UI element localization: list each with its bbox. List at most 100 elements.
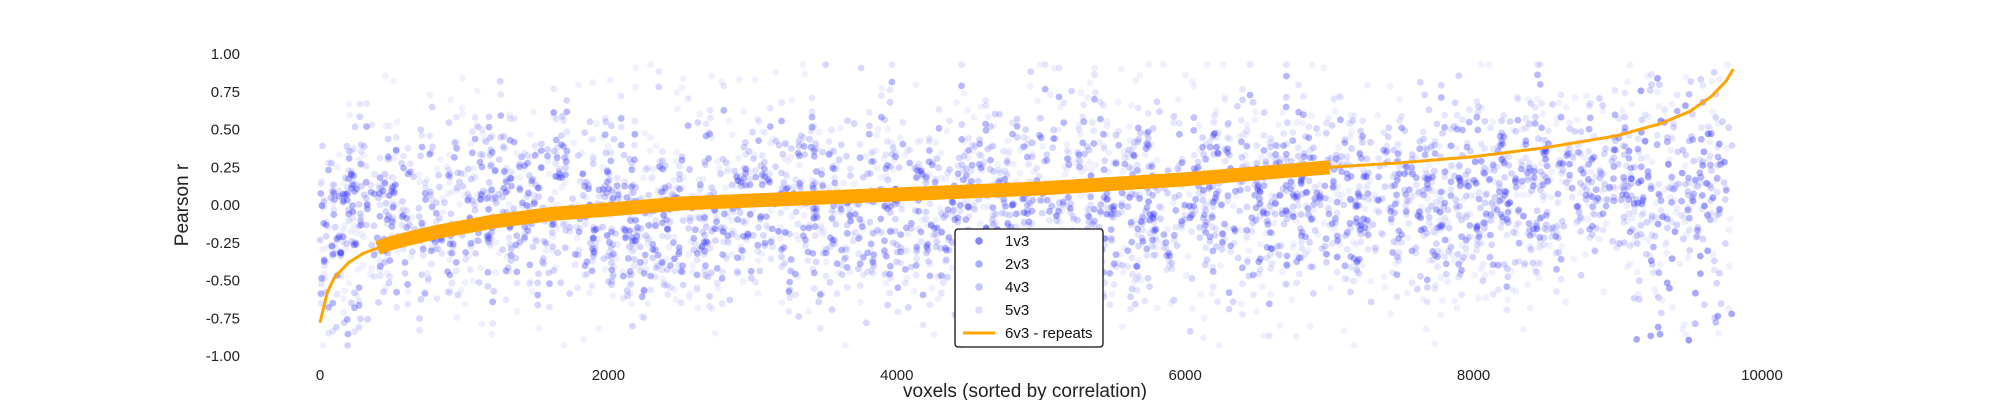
- scatter-point: [1128, 149, 1136, 156]
- legend-label: 6v3 - repeats: [1005, 325, 1093, 342]
- scatter-point: [575, 81, 582, 89]
- scatter-point: [673, 148, 680, 156]
- scatter-point: [501, 144, 508, 152]
- scatter-point: [533, 148, 541, 156]
- scatter-point: [990, 122, 997, 130]
- scatter-point: [1322, 129, 1330, 137]
- scatter-point: [1531, 264, 1539, 272]
- scatter-point: [1157, 215, 1164, 223]
- scatter-point: [381, 179, 389, 187]
- scatter-point: [468, 128, 476, 136]
- scatter-point: [1447, 178, 1455, 186]
- scatter-point: [769, 135, 777, 143]
- scatter-point: [659, 184, 666, 192]
- scatter-point: [530, 200, 538, 208]
- scatter-point: [1627, 171, 1635, 179]
- scatter-point: [1534, 71, 1541, 79]
- scatter-point: [1394, 150, 1402, 158]
- scatter-point: [1015, 208, 1022, 216]
- scatter-point: [1348, 198, 1355, 206]
- scatter-point: [1118, 202, 1125, 210]
- scatter-point: [720, 107, 728, 114]
- scatter-point: [1481, 145, 1488, 153]
- scatter-point: [1199, 134, 1206, 142]
- scatter-point: [470, 173, 478, 180]
- scatter-point: [1506, 118, 1514, 125]
- scatter-point: [389, 174, 397, 181]
- scatter-point: [1362, 184, 1370, 192]
- scatter-point: [1097, 115, 1104, 123]
- scatter-point: [1167, 299, 1174, 307]
- scatter-point: [1488, 241, 1496, 249]
- scatter-point: [1699, 192, 1706, 199]
- scatter-point: [1618, 183, 1625, 191]
- scatter-point: [1625, 155, 1633, 162]
- scatter-point: [729, 208, 737, 216]
- scatter-point: [1512, 184, 1520, 191]
- scatter-point: [1145, 198, 1152, 206]
- scatter-point: [1441, 253, 1449, 261]
- scatter-point: [726, 296, 734, 304]
- scatter-point: [486, 134, 494, 142]
- scatter-point: [1574, 217, 1582, 225]
- scatter-point: [819, 180, 827, 188]
- scatter-point: [1268, 208, 1276, 216]
- scatter-point: [1343, 153, 1351, 160]
- scatter-point: [1260, 132, 1268, 139]
- scatter-point: [318, 177, 326, 185]
- scatter-point: [705, 128, 712, 136]
- scatter-point: [728, 250, 736, 258]
- scatter-point: [1563, 148, 1571, 156]
- scatter-point: [693, 256, 701, 264]
- scatter-point: [882, 165, 890, 172]
- scatter-point: [1441, 214, 1449, 222]
- scatter-point: [439, 208, 447, 216]
- scatter-point: [1477, 265, 1485, 273]
- scatter-point: [1429, 178, 1436, 186]
- scatter-point: [608, 122, 615, 130]
- scatter-point: [1536, 214, 1544, 222]
- scatter-point: [1145, 144, 1153, 152]
- scatter-point: [628, 183, 635, 191]
- scatter-point: [328, 242, 336, 250]
- scatter-point: [660, 211, 667, 219]
- scatter-point: [1170, 236, 1178, 244]
- scatter-point: [1637, 87, 1645, 95]
- scatter-point: [1087, 166, 1095, 174]
- scatter-point: [420, 218, 428, 226]
- scatter-point: [1626, 228, 1634, 236]
- scatter-point: [1480, 219, 1488, 227]
- scatter-point: [631, 237, 639, 245]
- scatter-point: [1568, 184, 1576, 192]
- scatter-point: [1655, 294, 1662, 301]
- scatter-point: [322, 221, 330, 229]
- scatter-point: [1515, 219, 1523, 227]
- scatter-point: [873, 164, 881, 172]
- scatter-point: [1060, 119, 1068, 126]
- scatter-point: [1409, 168, 1416, 176]
- y-tick-label: 1.00: [211, 46, 240, 63]
- scatter-point: [722, 184, 729, 192]
- scatter-point: [1380, 129, 1388, 137]
- scatter-point: [1349, 238, 1357, 246]
- scatter-point: [1393, 198, 1400, 205]
- scatter-point: [1532, 113, 1539, 121]
- scatter-point: [989, 204, 997, 212]
- scatter-point: [658, 188, 666, 196]
- scatter-point: [650, 165, 657, 173]
- scatter-point: [899, 140, 907, 148]
- scatter-point: [644, 164, 651, 172]
- scatter-point: [659, 157, 666, 165]
- scatter-point: [586, 118, 594, 126]
- scatter-point: [1295, 81, 1302, 89]
- scatter-point: [1189, 206, 1196, 214]
- scatter-point: [1512, 178, 1519, 186]
- scatter-point: [708, 72, 715, 80]
- scatter-point: [1153, 304, 1161, 312]
- scatter-point: [1105, 168, 1113, 176]
- scatter-point: [561, 178, 569, 186]
- scatter-point: [1455, 273, 1463, 281]
- scatter-point: [356, 113, 364, 121]
- scatter-point: [1200, 211, 1208, 219]
- scatter-point: [384, 153, 392, 160]
